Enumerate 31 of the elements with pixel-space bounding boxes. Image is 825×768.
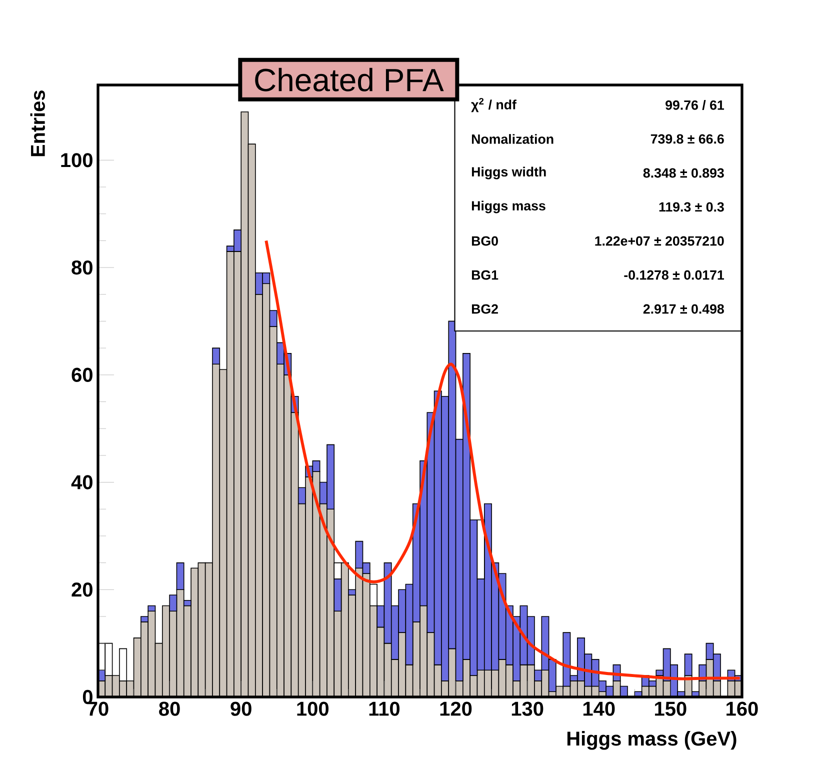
x-tick-label: 100	[297, 702, 329, 716]
x-tick-label: 110	[369, 702, 400, 716]
y-tick-label: 60	[72, 368, 92, 382]
x-tick-label: 80	[159, 702, 180, 716]
annotation: 739.8 ± 66.6	[650, 134, 724, 144]
annotation: χ$^{2}$ / ndf	[471, 98, 516, 112]
annotation: BG0	[472, 236, 498, 246]
annotation: 8.348 ± 0.893	[643, 168, 724, 178]
y-tick-label: 100	[61, 153, 92, 168]
annotation: Nomalization	[472, 134, 554, 144]
x-tick-label: 160	[726, 702, 758, 716]
x-tick-label: 120	[440, 702, 472, 716]
annotation: 1.22e+07 ± 20357210	[595, 236, 724, 246]
x-tick-label: 150	[655, 702, 686, 716]
annotation: BG1	[472, 270, 498, 280]
chart-title: Cheated PFA	[255, 68, 444, 92]
annotation: 99.76 / 61	[666, 100, 724, 110]
y-tick-label: 20	[72, 582, 92, 597]
annotation: Higgs width	[472, 166, 546, 180]
annotation: 119.3 ± 0.3	[659, 202, 724, 212]
y-tick-label: 80	[72, 260, 92, 275]
y-tick-label: 40	[71, 475, 92, 490]
y-axis-title: Entries	[30, 90, 45, 156]
annotation: 2.917 ± 0.498	[643, 304, 724, 314]
x-tick-label: 140	[583, 702, 615, 716]
annotation: -0.1278 ± 0.0171	[624, 270, 724, 280]
annotation: BG2	[472, 304, 498, 314]
x-tick-label: 90	[230, 702, 252, 716]
x-tick-label: 130	[512, 702, 544, 716]
annotation: Higgs mass	[472, 200, 546, 214]
x-axis-title: Higgs mass (GeV)	[567, 731, 736, 750]
